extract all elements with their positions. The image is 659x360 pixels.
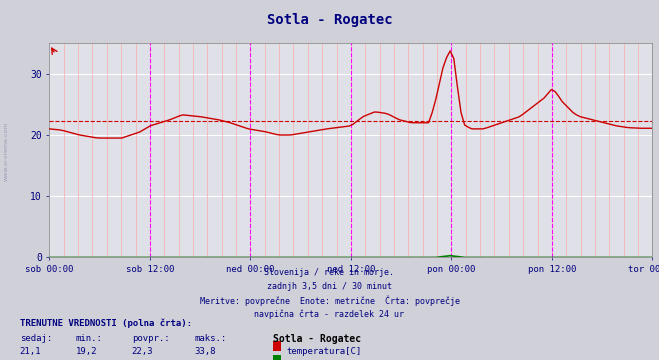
Text: 21,1: 21,1 [20, 347, 42, 356]
Text: navpična črta - razdelek 24 ur: navpična črta - razdelek 24 ur [254, 309, 405, 319]
Text: Meritve: povprečne  Enote: metrične  Črta: povprečje: Meritve: povprečne Enote: metrične Črta:… [200, 296, 459, 306]
Text: 19,2: 19,2 [76, 347, 98, 356]
Text: 33,8: 33,8 [194, 347, 216, 356]
Text: TRENUTNE VREDNOSTI (polna črta):: TRENUTNE VREDNOSTI (polna črta): [20, 319, 192, 328]
Text: Slovenija / reke in morje.: Slovenija / reke in morje. [264, 268, 395, 277]
Text: maks.:: maks.: [194, 334, 227, 343]
Text: Sotla - Rogatec: Sotla - Rogatec [267, 13, 392, 27]
Text: Sotla - Rogatec: Sotla - Rogatec [273, 334, 362, 344]
Text: 22,3: 22,3 [132, 347, 154, 356]
Text: povpr.:: povpr.: [132, 334, 169, 343]
Text: sedaj:: sedaj: [20, 334, 52, 343]
Text: temperatura[C]: temperatura[C] [287, 347, 362, 356]
Text: min.:: min.: [76, 334, 103, 343]
Text: www.si-vreme.com: www.si-vreme.com [4, 121, 9, 181]
Text: zadnjh 3,5 dni / 30 minut: zadnjh 3,5 dni / 30 minut [267, 282, 392, 291]
